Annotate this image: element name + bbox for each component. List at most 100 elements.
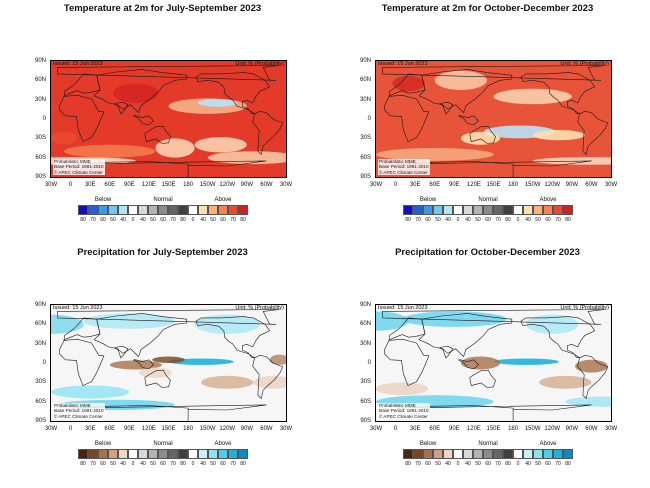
legend-swatch (238, 449, 248, 459)
forecast-shade (434, 70, 487, 90)
lon-label: 150E (486, 182, 501, 188)
forecast-shade (113, 83, 159, 103)
legend-swatch (188, 205, 198, 215)
legend-swatch (483, 449, 493, 459)
legend-swatch (98, 449, 108, 459)
lon-label: 30W (279, 426, 293, 432)
forecast-shade (539, 375, 592, 389)
lon-label: 90W (565, 182, 578, 188)
unit-label: Unit: % (Probability) (560, 305, 609, 311)
coastline-africa (59, 338, 105, 387)
forecast-shade (376, 311, 409, 331)
lon-label: 60E (429, 426, 441, 432)
coastline-namerica (520, 72, 596, 115)
legend-tick: 70 (495, 217, 501, 223)
legend-tick: 50 (435, 461, 441, 467)
legend-swatch (523, 205, 533, 215)
legend-swatch (238, 205, 248, 215)
lat-label: 60N (34, 77, 46, 84)
legend-swatch (228, 449, 238, 459)
map-canvas (376, 61, 611, 177)
lon-label: 150E (161, 426, 176, 432)
legend-tick: 80 (405, 461, 411, 467)
coastline-samerica (577, 110, 609, 155)
unit-label: Unit: % (Probability) (235, 61, 284, 67)
lat-label: 30S (35, 379, 46, 386)
lon-label: 60E (104, 426, 116, 432)
legend-tick: 0 (456, 217, 460, 223)
legend-tick: 50 (210, 461, 216, 467)
panel-title: Precipitation for October-December 2023 (395, 247, 580, 258)
forecast-shade (201, 375, 254, 389)
coastline-antarctica (395, 404, 592, 421)
model-info-line: Probabilistic MME (379, 159, 416, 165)
lon-label: 30E (84, 182, 96, 188)
forecast-shade (392, 75, 425, 92)
model-info: Probabilistic MME Base Period: 1991-2010 ©… (53, 403, 105, 419)
coastline-namerica (195, 72, 271, 115)
forecast-shade (197, 99, 238, 107)
forecast-shade (51, 314, 84, 334)
lon-label: 150E (161, 182, 176, 188)
legend-swatch (453, 449, 463, 459)
lon-label: 30E (409, 426, 421, 432)
legend-tick: 70 (230, 461, 236, 467)
lat-label: 90N (34, 302, 46, 308)
panel-title: Temperature at 2m for July-September 202… (63, 3, 262, 14)
issued-date: Issued: 15 Jun 2023 (378, 305, 428, 311)
forecast-shade (575, 359, 608, 373)
legend-tick: 60 (220, 461, 226, 467)
legend-color-bar (403, 205, 573, 215)
lon-label: 180 (183, 426, 194, 432)
legend-swatch (453, 205, 463, 215)
forecast-shade (83, 313, 176, 329)
lon-label: 90E (123, 426, 135, 432)
coastline-seasia (458, 115, 479, 126)
legend-color-bar (403, 449, 573, 459)
lon-label: 0 (393, 182, 398, 188)
legend-group-label: Below (419, 197, 437, 203)
coastline-seasia (133, 359, 154, 370)
legend-swatch (98, 205, 108, 215)
probability-legend: Below Normal Above 80 70 60 50 40 0 40 50 60 70 80 0 40… (78, 441, 254, 471)
legend-group-label: Normal (153, 441, 173, 447)
lat-label: 30N (34, 96, 46, 103)
legend-tick: 0 (516, 461, 520, 467)
coastline-africa (384, 338, 430, 387)
legend-tick: 70 (555, 461, 561, 467)
legend-tick: 80 (565, 217, 571, 223)
legend-swatch (158, 205, 168, 215)
legend-swatch (433, 205, 443, 215)
coastline-africa (384, 94, 430, 143)
legend-tick: 70 (555, 217, 561, 223)
legend-tick: 60 (485, 461, 491, 467)
legend-swatch (543, 205, 553, 215)
legend-tick: 80 (505, 217, 511, 223)
legend-swatch (178, 205, 188, 215)
legend-swatch (168, 205, 178, 215)
legend-tick: 0 (191, 217, 195, 223)
legend-tick: 60 (545, 461, 551, 467)
legend-tick: 0 (516, 217, 520, 223)
legend-tick: 40 (465, 461, 471, 467)
lon-label: 60W (585, 182, 598, 188)
forecast-shade (152, 356, 185, 363)
legend-tick: 80 (565, 461, 571, 467)
lat-label: 60N (359, 77, 371, 84)
legend-swatch (413, 449, 423, 459)
legend-tick: 60 (425, 461, 431, 467)
lon-label: 180 (508, 426, 519, 432)
forecast-shade (109, 360, 162, 370)
panel-precip-jas: Precipitation for July-September 2023 Is… (0, 244, 325, 488)
forecast-map: Issued: 15 Jun 2023 Unit: % (Probability)… (375, 304, 612, 422)
legend-swatch (443, 449, 453, 459)
model-info-line: Base Period: 1991-2010 (379, 164, 429, 170)
coastline-antarctica (70, 160, 267, 177)
legend-swatch (523, 449, 533, 459)
lon-label: 30W (604, 426, 618, 432)
panel-title: Temperature at 2m for October-December 2… (381, 3, 594, 14)
legend-group-label: Normal (478, 197, 498, 203)
legend-tick: 80 (240, 461, 246, 467)
legend-tick: 70 (495, 461, 501, 467)
lat-label: 60N (34, 321, 46, 328)
